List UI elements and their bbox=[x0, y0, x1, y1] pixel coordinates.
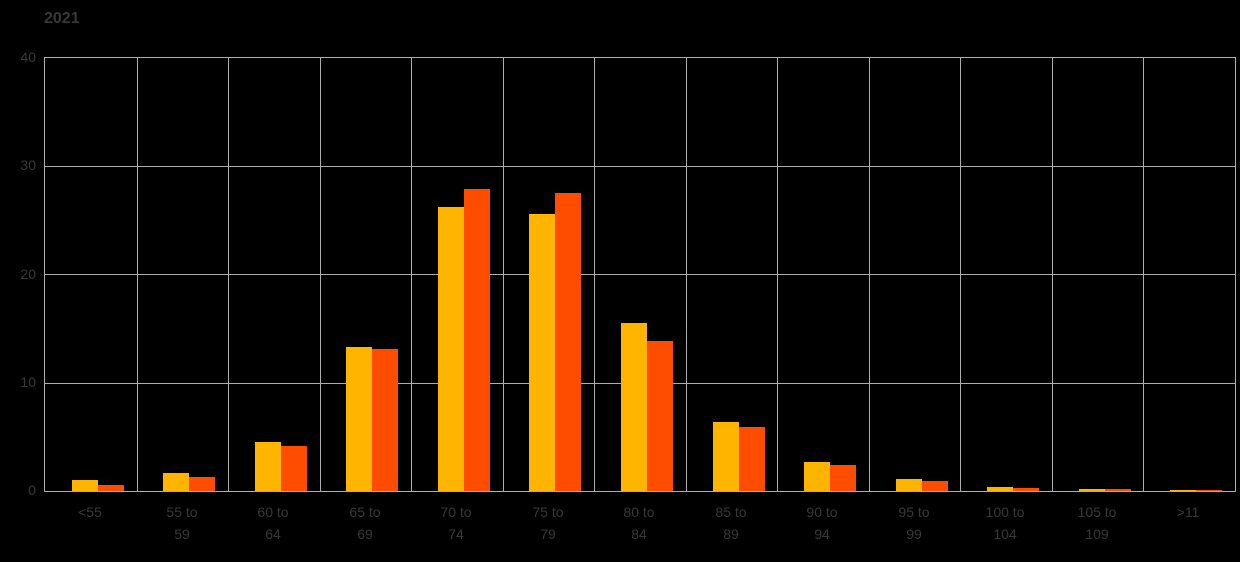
x-tick-label: <55 bbox=[44, 501, 136, 523]
bar-yellow bbox=[987, 487, 1013, 491]
vertical-gridline bbox=[227, 58, 229, 491]
x-tick-label-line: 105 to bbox=[1077, 504, 1117, 520]
vertical-gridline bbox=[319, 58, 321, 491]
bar-orange bbox=[922, 481, 948, 491]
bar-orange bbox=[1196, 490, 1222, 491]
bar-yellow bbox=[438, 207, 464, 491]
x-tick-label-line: 109 bbox=[1085, 526, 1109, 542]
bar-orange bbox=[647, 341, 673, 491]
y-tick-label: 30 bbox=[20, 157, 36, 173]
bar-orange bbox=[1105, 489, 1131, 491]
vertical-gridline bbox=[593, 58, 595, 491]
y-tick-label: 20 bbox=[20, 266, 36, 282]
x-tick-label-line: 60 to bbox=[257, 504, 289, 520]
vertical-gridline bbox=[776, 58, 778, 491]
bar-orange bbox=[555, 193, 581, 491]
x-tick-label-line: 95 to bbox=[898, 504, 930, 520]
x-tick-label-line: 55 to bbox=[166, 504, 198, 520]
bar-orange bbox=[464, 189, 490, 491]
bar-orange bbox=[98, 485, 124, 491]
x-tick-label-line: 85 to bbox=[715, 504, 747, 520]
x-tick-label-line: 104 bbox=[993, 526, 1017, 542]
bar-yellow bbox=[896, 479, 922, 491]
x-tick-label-line: 70 to bbox=[440, 504, 472, 520]
x-tick-label: 85 to 89 bbox=[685, 501, 777, 545]
chart-title: 2021 bbox=[44, 10, 80, 27]
x-tick-label-line: >11 bbox=[1176, 504, 1200, 520]
x-tick-label: >11 bbox=[1142, 501, 1234, 523]
vertical-gridline bbox=[685, 58, 687, 491]
x-tick-label-line: 65 to bbox=[349, 504, 381, 520]
bar-orange bbox=[372, 349, 398, 491]
x-tick-label-line: 80 to bbox=[623, 504, 655, 520]
x-tick-label-line: 79 bbox=[540, 526, 556, 542]
bar-yellow bbox=[1079, 489, 1105, 491]
y-tick-label: 0 bbox=[28, 482, 36, 498]
bar-yellow bbox=[346, 347, 372, 491]
horizontal-gridline bbox=[45, 165, 1235, 167]
bar-orange bbox=[739, 427, 765, 491]
bar-orange bbox=[189, 477, 215, 491]
vertical-gridline bbox=[410, 58, 412, 491]
bar-yellow bbox=[529, 214, 555, 491]
x-tick-label-line: 64 bbox=[265, 526, 281, 542]
plot-area bbox=[44, 57, 1236, 492]
x-tick-label-line: 74 bbox=[448, 526, 464, 542]
vertical-gridline bbox=[959, 58, 961, 491]
bar-yellow bbox=[255, 442, 281, 491]
horizontal-gridline bbox=[45, 273, 1235, 275]
vertical-gridline bbox=[1051, 58, 1053, 491]
x-tick-label: 80 to 84 bbox=[593, 501, 685, 545]
x-tick-label: 75 to 79 bbox=[502, 501, 594, 545]
x-tick-label: 95 to 99 bbox=[868, 501, 960, 545]
x-tick-label-line: 94 bbox=[814, 526, 830, 542]
x-tick-label-line: 69 bbox=[357, 526, 373, 542]
bar-yellow bbox=[72, 480, 98, 491]
x-tick-label-line: 84 bbox=[631, 526, 647, 542]
y-tick-label: 10 bbox=[20, 374, 36, 390]
x-tick-label-line: 100 to bbox=[985, 504, 1025, 520]
bar-yellow bbox=[621, 323, 647, 491]
x-tick-label: 65 to 69 bbox=[319, 501, 411, 545]
vertical-gridline bbox=[868, 58, 870, 491]
x-tick-label: 55 to 59 bbox=[136, 501, 228, 545]
x-tick-label: 100 to 104 bbox=[959, 501, 1051, 545]
x-tick-label: 105 to 109 bbox=[1051, 501, 1143, 545]
bar-orange bbox=[1013, 488, 1039, 491]
x-tick-label-line: 89 bbox=[723, 526, 739, 542]
y-tick-label: 40 bbox=[20, 49, 36, 65]
vertical-gridline bbox=[1142, 58, 1144, 491]
vertical-gridline bbox=[136, 58, 138, 491]
x-tick-label-line: 90 to bbox=[806, 504, 838, 520]
x-tick-label-line: 59 bbox=[174, 526, 190, 542]
bar-yellow bbox=[1170, 490, 1196, 491]
x-tick-label-line: 99 bbox=[906, 526, 922, 542]
bar-orange bbox=[830, 465, 856, 491]
bar-orange bbox=[281, 446, 307, 491]
x-tick-label: 90 to 94 bbox=[776, 501, 868, 545]
x-tick-label: 70 to 74 bbox=[410, 501, 502, 545]
bar-yellow bbox=[713, 422, 739, 491]
bar-yellow bbox=[163, 473, 189, 491]
x-tick-label: 60 to 64 bbox=[227, 501, 319, 545]
x-tick-label-line: 75 to bbox=[532, 504, 564, 520]
vertical-gridline bbox=[502, 58, 504, 491]
bar-yellow bbox=[804, 462, 830, 491]
x-tick-label-line: <55 bbox=[78, 504, 102, 520]
